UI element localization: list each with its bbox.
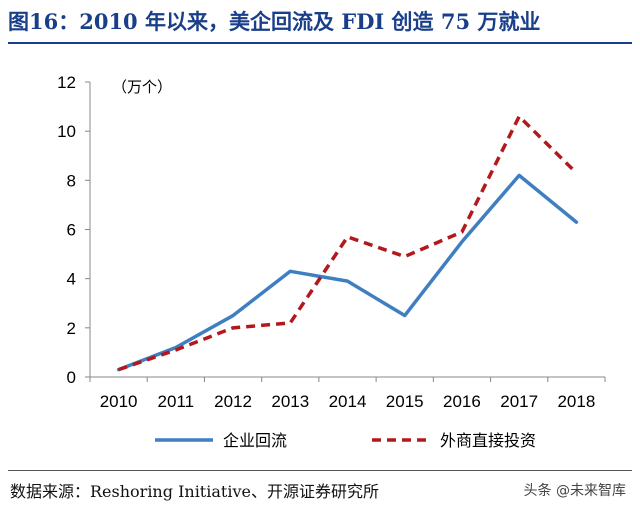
x-tick-label: 2012 (214, 392, 252, 411)
x-tick-label: 2014 (329, 392, 367, 411)
legend-label-1: 外商直接投资 (440, 431, 536, 450)
y-tick-label: 0 (67, 368, 76, 387)
title-divider (8, 42, 632, 44)
y-tick-label: 4 (67, 270, 76, 289)
y-unit-label: （万个） (112, 78, 172, 96)
series-layer (116, 114, 579, 372)
chart-title: 图16：2010 年以来，美企回流及 FDI 创造 75 万就业 (8, 9, 541, 34)
x-tick-label: 2017 (500, 392, 538, 411)
x-tick-label: 2018 (557, 392, 595, 411)
x-tick-label: 2010 (100, 392, 138, 411)
series-line-0 (116, 173, 579, 372)
y-tick-label: 10 (57, 122, 76, 141)
line-chart: 0 2 4 6 8 10 12 2010 2011 2012 2013 2014 2015 2016 201… (57, 73, 606, 450)
source-note: 数据来源：Reshoring Initiative、开源证券研究所 (10, 482, 379, 501)
y-tick-label: 8 (67, 171, 76, 190)
y-tick-label: 12 (57, 73, 76, 92)
legend-label-0: 企业回流 (223, 431, 287, 450)
y-tick-label: 2 (67, 319, 76, 338)
source-divider (8, 470, 632, 471)
x-tick-label: 2016 (443, 392, 481, 411)
chart-legend: 企业回流 外商直接投资 (155, 431, 536, 450)
x-tick-label: 2011 (158, 392, 195, 411)
watermark: 头条 @未来智库 (523, 483, 626, 499)
x-tick-label: 2015 (386, 392, 424, 411)
y-tick-label: 6 (67, 221, 76, 240)
chart-axes: 0 2 4 6 8 10 12 2010 2011 2012 2013 2014 2015 2016 201… (57, 73, 606, 411)
x-tick-label: 2013 (271, 392, 309, 411)
series-line-1 (118, 114, 578, 372)
